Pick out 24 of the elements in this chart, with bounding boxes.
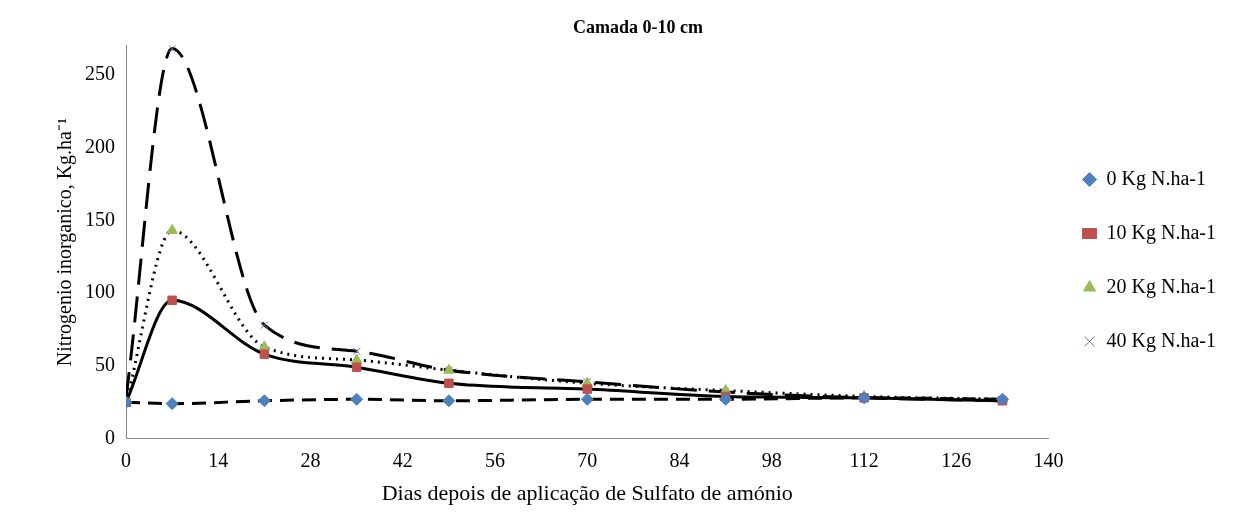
legend-label: 40 Kg N.ha-1 [1106, 328, 1217, 352]
y-tick-label: 200 [85, 134, 115, 157]
x-tick-label: 56 [485, 448, 506, 471]
x-tick-label: 84 [669, 448, 690, 471]
x-tick-label: 42 [392, 448, 413, 471]
y-tick-label: 50 [95, 353, 115, 376]
y-tick-label: 150 [85, 207, 115, 230]
x-axis-title: Dias depois de aplicação de Sulfato de amónio [381, 479, 793, 505]
x-tick-label: 70 [577, 448, 598, 471]
x-tick-label: 126 [941, 448, 972, 471]
legend-label: 0 Kg N.ha-1 [1106, 166, 1207, 190]
x-tick-label: 98 [761, 448, 782, 471]
x-tick-label: 0 [121, 448, 131, 471]
y-tick-label: 0 [105, 425, 115, 448]
legend-label: 20 Kg N.ha-1 [1106, 274, 1217, 298]
x-tick-label: 14 [208, 448, 229, 471]
y-tick-label: 250 [85, 61, 115, 84]
chart-title: Camada 0-10 cm [573, 17, 703, 38]
y-axis-title: Nitrogenio inorganico, Kg.ha⁻¹ [53, 118, 77, 367]
legend-label: 10 Kg N.ha-1 [1106, 220, 1217, 244]
x-tick-label: 28 [300, 448, 321, 471]
y-tick-label: 100 [85, 280, 115, 303]
x-tick-label: 140 [1033, 448, 1064, 471]
x-tick-label: 112 [849, 448, 879, 471]
